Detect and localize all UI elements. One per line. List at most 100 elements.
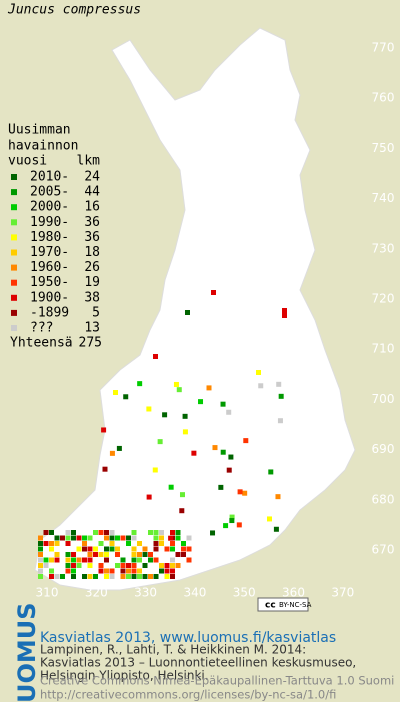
grid-square <box>54 557 60 563</box>
grid-square <box>131 563 137 568</box>
legend-count: 36 <box>84 215 100 230</box>
legend-count: 18 <box>84 245 100 260</box>
legend-heading: Uusimman <box>8 123 71 138</box>
grid-square <box>220 401 226 407</box>
brand: LUOMUS <box>13 603 41 702</box>
grid-square <box>282 308 287 313</box>
legend-label: 1970- <box>30 245 69 260</box>
grid-square <box>104 557 109 563</box>
legend-swatch <box>11 294 17 301</box>
grid-square <box>115 546 120 552</box>
grid-square <box>186 535 192 541</box>
legend-label: 2000- <box>30 200 69 215</box>
y-label: 770 <box>372 41 395 55</box>
grid-square <box>87 552 93 557</box>
grid-square <box>226 409 232 415</box>
legend-label: ??? <box>30 321 53 336</box>
grid-square <box>206 385 212 391</box>
legend-swatch <box>11 264 17 271</box>
grid-square <box>43 541 49 546</box>
grid-square <box>54 574 60 579</box>
grid-square <box>120 535 126 541</box>
grid-square <box>104 552 109 557</box>
grid-square <box>49 557 54 563</box>
legend-column: lkm <box>77 154 101 169</box>
legend-column: vuosi <box>8 154 47 169</box>
grid-square <box>179 508 185 514</box>
legend-count: 5 <box>92 305 100 320</box>
citation: Helsingin Yliopisto, Helsinki. <box>40 669 209 683</box>
grid-square <box>93 552 98 557</box>
grid-square <box>93 530 98 535</box>
grid-square <box>104 530 109 535</box>
grid-square <box>191 450 197 456</box>
grid-square <box>71 552 76 557</box>
grid-square <box>71 563 76 568</box>
grid-square <box>54 541 60 546</box>
grid-square <box>126 563 131 568</box>
legend-swatch <box>11 234 17 241</box>
y-label: 740 <box>372 191 395 205</box>
grid-square <box>82 546 87 552</box>
legend-label: 2005- <box>30 185 69 200</box>
grid-square <box>170 557 175 563</box>
grid-square <box>82 557 87 563</box>
grid-square <box>65 535 71 541</box>
grid-square <box>243 438 249 444</box>
grid-square <box>170 563 175 568</box>
grid-square <box>175 530 181 535</box>
grid-square <box>98 568 104 574</box>
x-label: 310 <box>36 586 59 600</box>
grid-square <box>162 412 168 418</box>
grid-square <box>115 552 120 557</box>
grid-square <box>109 574 115 579</box>
grid-square <box>182 429 188 435</box>
axes: 310 320 330 340 350 360 370 770 760 750 740 730 720 7… <box>36 41 395 600</box>
grid-square <box>38 557 43 563</box>
grid-square <box>237 489 243 495</box>
legend-count: 19 <box>84 275 100 290</box>
grid-square <box>152 467 158 473</box>
grid-square <box>65 568 71 574</box>
grid-square <box>159 535 164 541</box>
grid-square <box>170 530 175 535</box>
grid-square <box>126 574 131 579</box>
grid-square <box>153 535 159 541</box>
grid-square <box>148 557 153 563</box>
grid-square <box>182 413 188 419</box>
grid-square <box>131 535 137 541</box>
grid-square <box>131 568 137 574</box>
grid-square <box>71 574 76 579</box>
grid-square <box>137 381 143 387</box>
grid-square <box>277 418 283 424</box>
grid-square <box>220 449 226 455</box>
grid-square <box>38 541 43 546</box>
grid-square <box>159 530 164 535</box>
grid-square <box>170 541 175 546</box>
grid-square <box>157 439 163 445</box>
grid-square <box>109 541 115 546</box>
grid-square <box>93 574 98 579</box>
grid-square <box>82 541 87 546</box>
grid-square <box>137 557 142 563</box>
license-badge[interactable] <box>257 597 309 612</box>
grid-square <box>131 574 137 579</box>
grid-square <box>38 568 43 574</box>
link[interactable]: Kasviatlas 2013, www.luomus.fi/kasviatla… <box>40 630 336 646</box>
grid-square <box>211 290 216 295</box>
grid-square <box>168 484 174 490</box>
legend-label: 1900- <box>30 290 69 305</box>
license: Creative Commons Nimeä-Epäkaupallinen-Ta… <box>40 674 394 688</box>
grid-square <box>142 574 148 579</box>
grid-square <box>176 387 182 393</box>
badge-cc: cc <box>265 601 276 611</box>
grid-square <box>148 530 153 535</box>
grid-square <box>49 574 54 579</box>
grid-square <box>267 516 273 522</box>
legend-label: -1899 <box>30 305 69 320</box>
y-label: 760 <box>372 91 395 105</box>
grid-square <box>229 514 235 520</box>
legend-label: 2010- <box>30 170 69 185</box>
grid-square <box>49 546 54 552</box>
legend-swatch <box>11 279 17 286</box>
